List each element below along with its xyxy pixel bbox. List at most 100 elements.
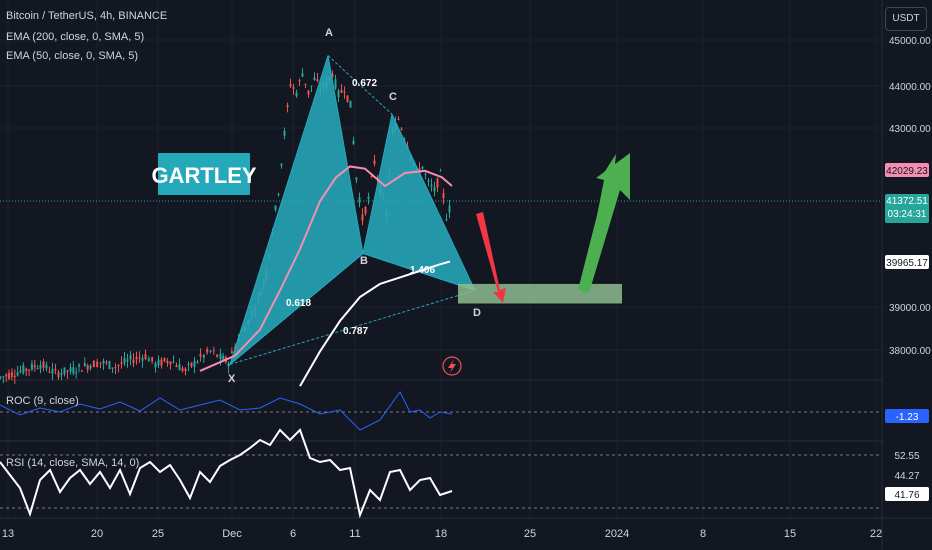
candle-body — [175, 365, 178, 368]
ema50-legend[interactable]: EMA (50, close, 0, SMA, 5) — [6, 50, 139, 62]
candle-body — [307, 90, 310, 95]
time-tick-0: 13 — [2, 528, 14, 540]
candle-body — [295, 92, 298, 97]
time-tick-10: 15 — [784, 528, 796, 540]
candle-body — [349, 100, 352, 108]
roc-value: -1.23 — [896, 412, 919, 423]
candle-body — [193, 360, 196, 367]
candle-body — [301, 73, 304, 77]
candle-body — [10, 372, 13, 377]
candle-body — [5, 374, 8, 377]
lightning-icon — [448, 359, 456, 373]
candle-body — [337, 90, 340, 98]
candle-body — [120, 362, 123, 364]
candle-body — [212, 350, 215, 352]
candle-body — [78, 364, 81, 367]
time-tick-9: 8 — [700, 528, 706, 540]
time-tick-4: 6 — [290, 528, 296, 540]
rsi-level-1: 44.27 — [894, 471, 919, 482]
candle-body — [361, 214, 364, 221]
gartley-xb-line — [229, 253, 364, 365]
candle-body — [424, 173, 427, 175]
candle-body — [86, 365, 89, 370]
candle-body — [227, 363, 230, 367]
candle-body — [2, 376, 5, 378]
candle-body — [39, 365, 42, 369]
candle-body — [334, 79, 337, 89]
candle-body — [51, 368, 54, 374]
candle-body — [196, 361, 199, 363]
candle-body — [427, 180, 430, 182]
candle-body — [151, 357, 154, 362]
rsi-level-bg-0 — [885, 448, 929, 462]
pivot-label-a: A — [325, 27, 333, 39]
candle-body — [108, 361, 111, 369]
candle-body — [184, 368, 187, 372]
candle-body — [69, 367, 72, 372]
price-label-bg-1 — [885, 255, 929, 269]
candle-body — [22, 365, 25, 374]
candle-body — [343, 91, 346, 93]
gartley-ac-line — [327, 55, 393, 115]
candle-body — [80, 370, 83, 372]
pattern-label-box — [158, 153, 250, 195]
time-tick-6: 18 — [435, 528, 447, 540]
candle-body — [283, 130, 286, 136]
candle-body — [289, 84, 292, 87]
candle-body — [54, 369, 57, 371]
candle-body — [16, 372, 19, 376]
candle-body — [96, 361, 99, 367]
candle-body — [355, 177, 358, 180]
candle-body — [36, 367, 39, 369]
candle-body — [286, 105, 289, 108]
candle-body — [280, 163, 283, 166]
candle-body — [187, 364, 190, 366]
rsi-level-bg-2 — [885, 487, 929, 501]
price-tick-4: 38000.00 — [889, 346, 931, 357]
candle-body — [364, 206, 367, 214]
pivot-label-c: C — [389, 91, 397, 103]
candle-body — [304, 83, 307, 85]
time-tick-1: 20 — [91, 528, 103, 540]
candle-body — [48, 371, 51, 373]
price-tick-2: 43000.00 — [889, 124, 931, 135]
candle-body — [358, 197, 361, 203]
candle-body — [163, 358, 166, 362]
gartley-xd-line — [229, 289, 476, 365]
price-label-1: 39965.17 — [886, 258, 928, 269]
time-tick-8: 2024 — [605, 528, 629, 540]
candle-body — [30, 363, 33, 370]
candle-body — [169, 361, 172, 365]
rsi-level-0: 52.55 — [894, 451, 919, 462]
time-tick-2: 25 — [152, 528, 164, 540]
candle-body — [160, 359, 163, 366]
candle-body — [89, 365, 92, 369]
candle-body — [60, 373, 63, 375]
price-label-bg-0 — [885, 163, 929, 177]
currency-unit-button[interactable]: USDT — [885, 7, 927, 31]
candle-body — [400, 128, 403, 130]
candle-body — [442, 193, 445, 198]
candle-body — [352, 140, 355, 145]
candle-body — [199, 353, 202, 357]
symbol-title[interactable]: Bitcoin / TetherUS, 4h, BINANCE — [6, 10, 168, 22]
candle-body — [181, 368, 184, 371]
rsi-legend: RSI (14, close, SMA, 14, 0) — [6, 457, 139, 469]
candle-body — [126, 359, 129, 362]
candle-body — [13, 375, 16, 378]
pivot-label-b: B — [360, 255, 368, 267]
candle-body — [190, 362, 193, 367]
candle-body — [154, 362, 157, 368]
roc-value-bg — [885, 409, 929, 423]
ema200-legend[interactable]: EMA (200, close, 0, SMA, 5) — [6, 31, 145, 43]
price-label-0: 42029.23 — [886, 166, 928, 177]
ratio-label-1: 0.672 — [352, 78, 377, 89]
candle-body — [117, 365, 120, 367]
candle-body — [439, 170, 442, 172]
down-arrow — [476, 212, 506, 303]
price-tick-1: 44000.00 — [889, 82, 931, 93]
candle-body — [206, 349, 209, 353]
candle-body — [114, 367, 117, 369]
